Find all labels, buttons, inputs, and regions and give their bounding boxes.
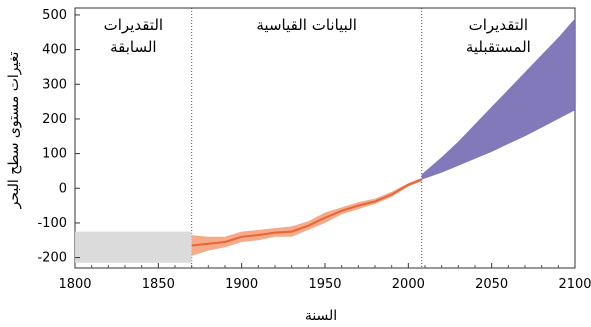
chart-marks — [75, 18, 575, 263]
x-tick-label-1950: 1950 — [308, 277, 341, 292]
y-tick-label--100: -100 — [37, 216, 67, 231]
y-tick-label-0: 0 — [59, 181, 67, 196]
y-tick-label-200: 200 — [42, 112, 67, 127]
x-tick-label-1900: 1900 — [225, 277, 258, 292]
band-series-0 — [75, 231, 192, 263]
axis-ticks: 1800 1850 1900 1950 2000 2050 2100 -200 -100 0 100… — [37, 8, 591, 292]
y-tick-label-500: 500 — [42, 8, 67, 23]
region-labels: التقديرات السابقة البيانات القياسية التقدير… — [104, 16, 531, 56]
region-label-1-line-0: البيانات القياسية — [256, 16, 357, 34]
y-tick-label--200: -200 — [37, 251, 67, 266]
y-tick-label-400: 400 — [42, 43, 67, 58]
y-axis-title: تغيرات مستوى سطح البحر — [6, 51, 22, 209]
x-tick-label-2000: 2000 — [392, 277, 425, 292]
region-label-0-line-1: السابقة — [110, 38, 157, 56]
region-label-0-line-0: التقديرات — [104, 16, 163, 34]
y-tick-label-100: 100 — [42, 147, 67, 162]
y-tick-label-300: 300 — [42, 77, 67, 92]
band-series-3 — [421, 18, 575, 180]
x-tick-label-1850: 1850 — [142, 277, 175, 292]
x-tick-label-1800: 1800 — [58, 277, 91, 292]
x-tick-label-2100: 2100 — [558, 277, 591, 292]
x-axis-title: السنة — [305, 308, 337, 324]
line-series-2 — [191, 178, 423, 247]
region-label-2-line-0: التقديرات — [469, 16, 528, 34]
region-label-2-line-1: المستقبلية — [466, 38, 531, 56]
x-tick-label-2050: 2050 — [475, 277, 508, 292]
